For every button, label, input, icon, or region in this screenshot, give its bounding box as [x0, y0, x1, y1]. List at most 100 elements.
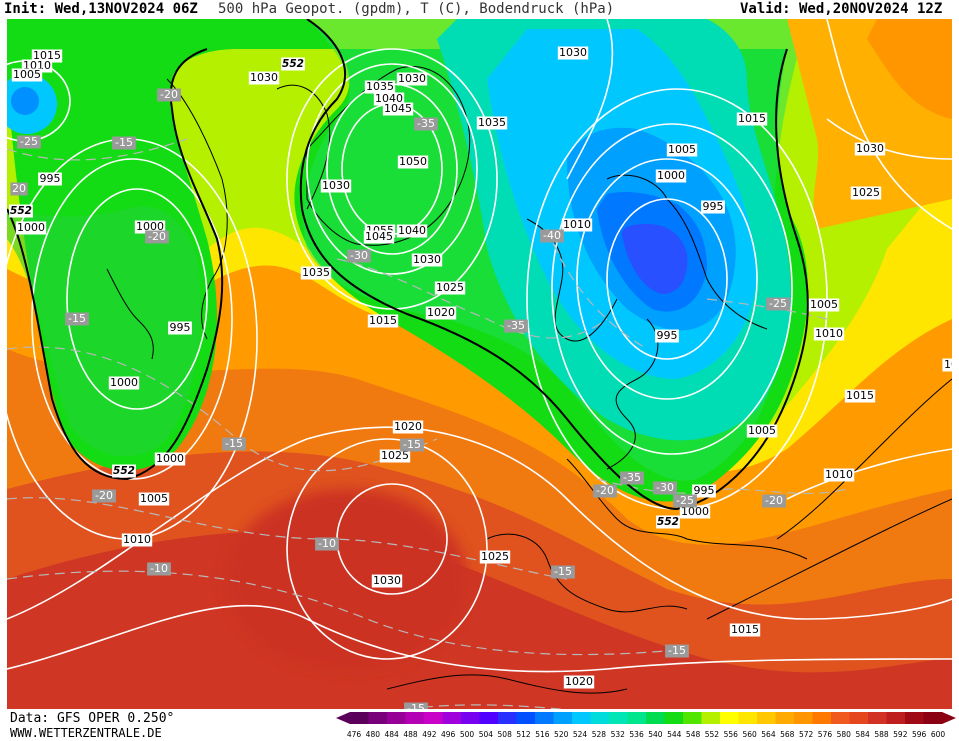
legend-tick-label: 508 — [498, 730, 513, 739]
isobar-label: 1015 — [844, 389, 876, 403]
temperature-label-box — [653, 481, 677, 495]
isobar-label-text: 1035 — [478, 116, 506, 129]
isobar-label-text: 1010 — [815, 327, 843, 340]
legend-swatch — [905, 712, 924, 724]
legend-swatch — [572, 712, 591, 724]
temperature-label: -20 — [157, 88, 181, 102]
isobar-label: 1045 — [363, 230, 395, 244]
temperature-label-box — [762, 494, 786, 508]
temperature-label-box — [400, 438, 424, 452]
temperature-label-box — [504, 319, 528, 333]
legend-tick-label: 600 — [931, 730, 946, 739]
isobar-label-text: 1050 — [399, 155, 427, 168]
valid-time-label: Valid: Wed,20NOV2024 12Z — [740, 1, 943, 17]
legend-tick-label: 564 — [761, 730, 776, 739]
isobar-label-box — [808, 298, 840, 312]
temperature-label-box — [673, 494, 697, 508]
isobar-label: 1000 — [108, 376, 140, 390]
legend-tick-label: 528 — [592, 730, 607, 739]
temperature-label-text: -20 — [765, 494, 783, 507]
isobar-label-text: 1005 — [13, 68, 41, 81]
isobar-label-text: 1020 — [427, 306, 455, 319]
temperature-label-box — [620, 471, 644, 485]
temperature-label-box — [665, 644, 689, 658]
legend-tick-label: 592 — [893, 730, 908, 739]
isobar-label: 1015 — [736, 112, 768, 126]
legend-tick-label: 544 — [667, 730, 682, 739]
legend-tick-label: 532 — [611, 730, 626, 739]
legend-swatch — [849, 712, 869, 724]
isobar-label: 1005 — [11, 68, 43, 82]
isobar-label: 1000 — [134, 220, 166, 234]
isobar-label-text: 1000 — [136, 220, 164, 233]
isobar-label-text: 1015 — [846, 389, 874, 402]
isobar-label-text: 1005 — [810, 298, 838, 311]
coastlines — [106, 65, 952, 694]
temperature-label-text: -15 — [407, 702, 425, 709]
legend-swatch — [757, 712, 776, 724]
legend-tick-label: 596 — [912, 730, 927, 739]
isobar-label-box — [701, 200, 725, 214]
temperature-label-box — [65, 312, 89, 326]
legend-tick-label: 540 — [648, 730, 663, 739]
temperature-label: -15 — [112, 136, 136, 150]
isobar-label-box — [121, 533, 153, 547]
weather-map[interactable]: 1015 1010 1005 995 1000 1000 995 1000 1000 1005 10… — [7, 19, 952, 709]
footer-bar: Data: GFS OPER 0.250° WWW.WETTERZENTRALE… — [0, 709, 959, 741]
temperature-label-box — [315, 537, 339, 551]
map-title: 500 hPa Geopot. (gpdm), T (C), Bodendruc… — [218, 1, 615, 17]
temperature-label: -25 — [766, 297, 790, 311]
isobar-label: 1015 — [729, 623, 761, 637]
geopotential-label: 552 — [9, 204, 33, 218]
isobar-label-text: 995 — [657, 329, 678, 342]
legend-tick-label: 576 — [818, 730, 833, 739]
isobar-label-text: 1030 — [856, 142, 884, 155]
temperature-label-text: -15 — [403, 438, 421, 451]
isobar-label: 1000 — [154, 452, 186, 466]
isobar-label-box — [666, 143, 698, 157]
temperature-label-box — [17, 135, 41, 149]
temperature-label: -15 — [400, 438, 424, 452]
geopotential-label-box — [281, 57, 305, 71]
isobar-label-text: 1030 — [398, 72, 426, 85]
isobar-label-text: 1045 — [384, 102, 412, 115]
temperature-label-text: -25 — [769, 297, 787, 310]
legend-tick-label: 524 — [573, 730, 588, 739]
isobar-label-text: 1010 — [825, 468, 853, 481]
temperature-label-text: -10 — [318, 537, 336, 550]
isobar-label-box — [736, 112, 768, 126]
isobar-label-text: 1030 — [322, 179, 350, 192]
temperature-label: -25 — [17, 135, 41, 149]
color-legend: 476 480 484 488 492 496 500 504 508 512 516 520 524 5… — [336, 712, 956, 739]
isobar-label-box — [248, 71, 280, 85]
isobar-label-text: 1025 — [481, 550, 509, 563]
isobar-label: 1045 — [382, 102, 414, 116]
temperature-label-text: -20 — [160, 88, 178, 101]
isobar-label: 1005 — [666, 143, 698, 157]
data-source-label: Data: GFS OPER 0.250° — [10, 711, 175, 726]
temperature-label: -10 — [315, 537, 339, 551]
legend-tick-label: 484 — [385, 730, 400, 739]
isobar-label: 1000 — [655, 169, 687, 183]
legend-tick-label: 488 — [403, 730, 418, 739]
isobar-label-text: 10 — [944, 358, 952, 371]
temperature-label-text: -30 — [350, 249, 368, 262]
temperature-label: -40 — [540, 229, 564, 243]
legend-swatch — [405, 712, 425, 724]
isobar-label-box — [476, 116, 508, 130]
isobar-label-box — [396, 224, 428, 238]
temperature-label-text: -30 — [656, 481, 674, 494]
isobar-label-box — [15, 221, 47, 235]
isobar-label-box — [844, 389, 876, 403]
geopotential-label-box — [112, 464, 136, 478]
isobar-label-text: 1025 — [436, 281, 464, 294]
isobar-label-text: 1015 — [33, 49, 61, 62]
isobar-label-text: 1015 — [369, 314, 397, 327]
header-bar: Init: Wed,13NOV2024 06Z 500 hPa Geopot. … — [0, 0, 959, 19]
geopotential-label-box — [656, 515, 680, 529]
isobar-label-box — [373, 92, 405, 106]
isobar-label-box — [813, 327, 845, 341]
legend-tick-label: 588 — [874, 730, 889, 739]
isobar-label-box — [557, 46, 589, 60]
